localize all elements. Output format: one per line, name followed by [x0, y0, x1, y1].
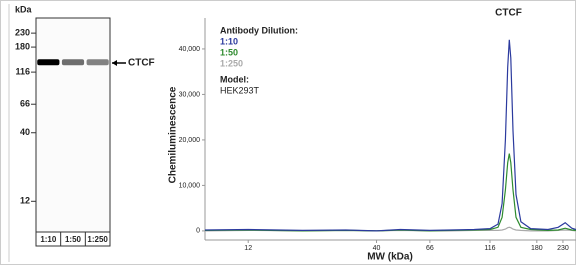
x-tick-label: 66: [426, 245, 434, 252]
y-tick-label: 20,000: [179, 137, 201, 144]
y-tick-label: 10,000: [179, 182, 201, 189]
band-label: CTCF: [128, 58, 155, 69]
band-arrowhead: [112, 60, 117, 66]
band: [62, 59, 84, 65]
figure: kDa CTCF Antibody Dilution: Model: HEK29…: [0, 0, 576, 265]
y-tick-label: 0: [196, 228, 200, 235]
y-tick-label: 116: [15, 66, 30, 76]
legend-entry: 1:50: [220, 47, 238, 57]
legend-entry: 1:250: [220, 58, 243, 68]
lane-label: 1:10: [40, 235, 57, 244]
note: HEK293T: [220, 85, 260, 95]
lane-label: 1:250: [87, 235, 108, 244]
y-tick-label: 230: [15, 28, 30, 38]
y-tick-label: 12: [20, 196, 30, 206]
y-tick-label: 40,000: [179, 46, 201, 53]
y-tick-label: 66: [20, 99, 30, 109]
note-title: Model:: [220, 74, 249, 84]
y-tick-label: 180: [15, 41, 30, 51]
y-tick-label: 30,000: [179, 91, 201, 98]
peak-label: CTCF: [495, 8, 522, 19]
y-tick-label: 40: [20, 127, 30, 137]
band: [37, 59, 59, 65]
y-axis-title: Chemiluminescence: [168, 86, 179, 183]
lane-label: 1:50: [65, 235, 82, 244]
x-tick-label: 180: [531, 245, 543, 252]
x-tick-label: 40: [373, 245, 381, 252]
x-tick-label: 230: [557, 245, 569, 252]
legend-entry: 1:10: [220, 36, 238, 46]
x-tick-label: 12: [244, 245, 252, 252]
x-axis-title: MW (kDa): [367, 252, 413, 263]
legend-title: Antibody Dilution:: [220, 25, 298, 35]
series-line: [205, 40, 576, 231]
x-tick-label: 116: [484, 245, 495, 252]
band: [87, 59, 109, 65]
blot-unit: kDa: [15, 4, 33, 14]
gel: [36, 18, 110, 232]
